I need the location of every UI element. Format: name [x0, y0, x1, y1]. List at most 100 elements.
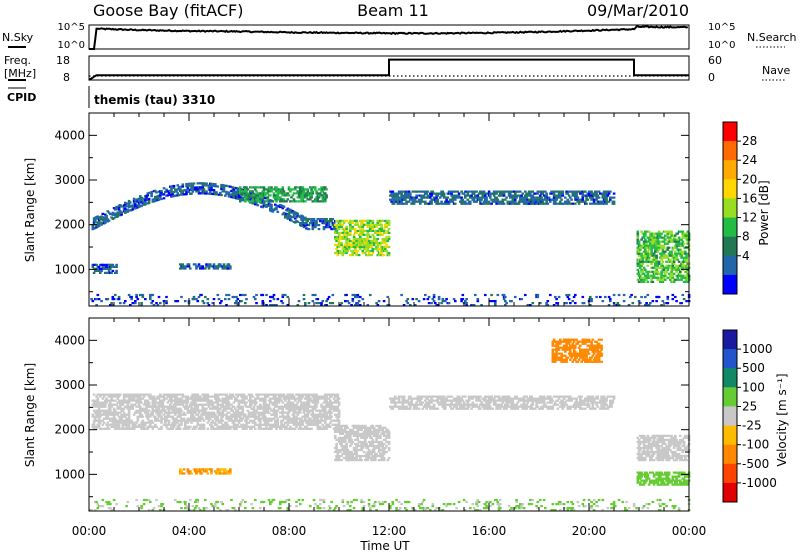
scatter-point [329, 425, 332, 428]
scatter-point [670, 252, 673, 255]
scatter-point [281, 409, 285, 412]
scatter-point [349, 454, 352, 458]
scatter-point [219, 407, 222, 410]
scatter-point [110, 216, 113, 219]
scatter-point [156, 409, 160, 412]
scatter-point [311, 421, 315, 424]
scatter-point [106, 409, 110, 412]
scatter-point [314, 200, 317, 203]
scatter-point [287, 419, 291, 422]
scatter-point [430, 200, 433, 203]
scatter-point [355, 239, 358, 243]
scatter-point [205, 182, 208, 185]
scatter-point [289, 417, 292, 420]
scatter-point [291, 405, 295, 408]
scatter-point [179, 403, 182, 406]
scatter-point [489, 196, 492, 199]
scatter-point [259, 403, 262, 406]
scatter-point [232, 295, 236, 299]
scatter-point [205, 192, 208, 195]
scatter-point [451, 198, 455, 201]
scatter-point [241, 405, 245, 408]
scatter-point [199, 395, 202, 398]
freq-tick-bottom: 8 [63, 71, 70, 84]
scatter-point [341, 432, 345, 435]
scatter-point [150, 302, 153, 305]
scatter-point [337, 397, 341, 400]
scatter-point [640, 268, 643, 271]
scatter-point [105, 423, 108, 426]
scatter-point [257, 411, 261, 414]
scatter-point [316, 401, 320, 404]
scatter-point [166, 407, 170, 410]
scatter-point [207, 304, 211, 307]
scatter-point [222, 267, 226, 270]
scatter-point [305, 192, 308, 195]
scatter-point [149, 423, 152, 426]
scatter-point [617, 293, 621, 297]
scatter-point [112, 298, 116, 301]
scatter-point [147, 197, 151, 201]
scatter-point [531, 190, 535, 193]
scatter-point [377, 254, 381, 257]
scatter-point [351, 227, 355, 230]
scatter-point [434, 302, 437, 305]
scatter-point [296, 304, 300, 307]
scatter-point [566, 295, 570, 299]
scatter-point [664, 230, 667, 233]
scatter-point [172, 425, 176, 428]
scatter-point [460, 190, 463, 193]
scatter-point [247, 399, 251, 402]
scatter-point [124, 300, 127, 303]
scatter-point [645, 302, 648, 305]
scatter-point [511, 194, 515, 197]
scatter-point [419, 190, 422, 193]
scatter-point [179, 401, 182, 404]
scatter-point [136, 393, 140, 396]
scatter-point [686, 252, 690, 255]
scatter-point [316, 419, 320, 422]
scatter-point [249, 397, 252, 400]
scatter-point [655, 258, 658, 261]
scatter-point [497, 202, 501, 205]
scatter-point [316, 198, 320, 201]
scatter-point [347, 247, 351, 251]
scatter-point [200, 293, 203, 297]
scatter-point [284, 293, 287, 297]
scatter-point [199, 186, 202, 189]
scatter-point [135, 421, 138, 424]
scatter-point [196, 405, 200, 408]
scatter-point [472, 198, 476, 201]
scatter-point [612, 202, 616, 205]
scatter-point [165, 188, 168, 191]
scatter-point [127, 395, 131, 398]
scatter-point [461, 202, 465, 205]
scatter-point [542, 194, 546, 197]
scatter-point [351, 221, 355, 224]
scatter-point [260, 405, 263, 408]
scatter-point [199, 188, 202, 191]
scatter-point [586, 198, 590, 201]
scatter-point [646, 280, 650, 283]
scatter-point [411, 198, 415, 201]
y-tick-label: 1000 [54, 262, 85, 276]
scatter-point [359, 235, 362, 239]
scatter-point [139, 405, 142, 408]
scatter-point [661, 300, 665, 303]
scatter-point [324, 425, 327, 428]
scatter-point [355, 219, 358, 222]
scatter-point [270, 190, 273, 193]
scatter-point [109, 401, 112, 404]
scatter-point [354, 237, 357, 241]
scatter-point [106, 298, 110, 301]
scatter-point [205, 184, 208, 187]
scatter-point [97, 220, 101, 223]
scatter-point [146, 399, 150, 402]
scatter-point [219, 302, 222, 305]
scatter-point [160, 421, 163, 424]
scatter-point [225, 413, 228, 416]
scatter-point [676, 238, 680, 241]
scatter-point [222, 263, 226, 266]
scatter-point [194, 411, 197, 414]
scatter-point [201, 417, 205, 420]
